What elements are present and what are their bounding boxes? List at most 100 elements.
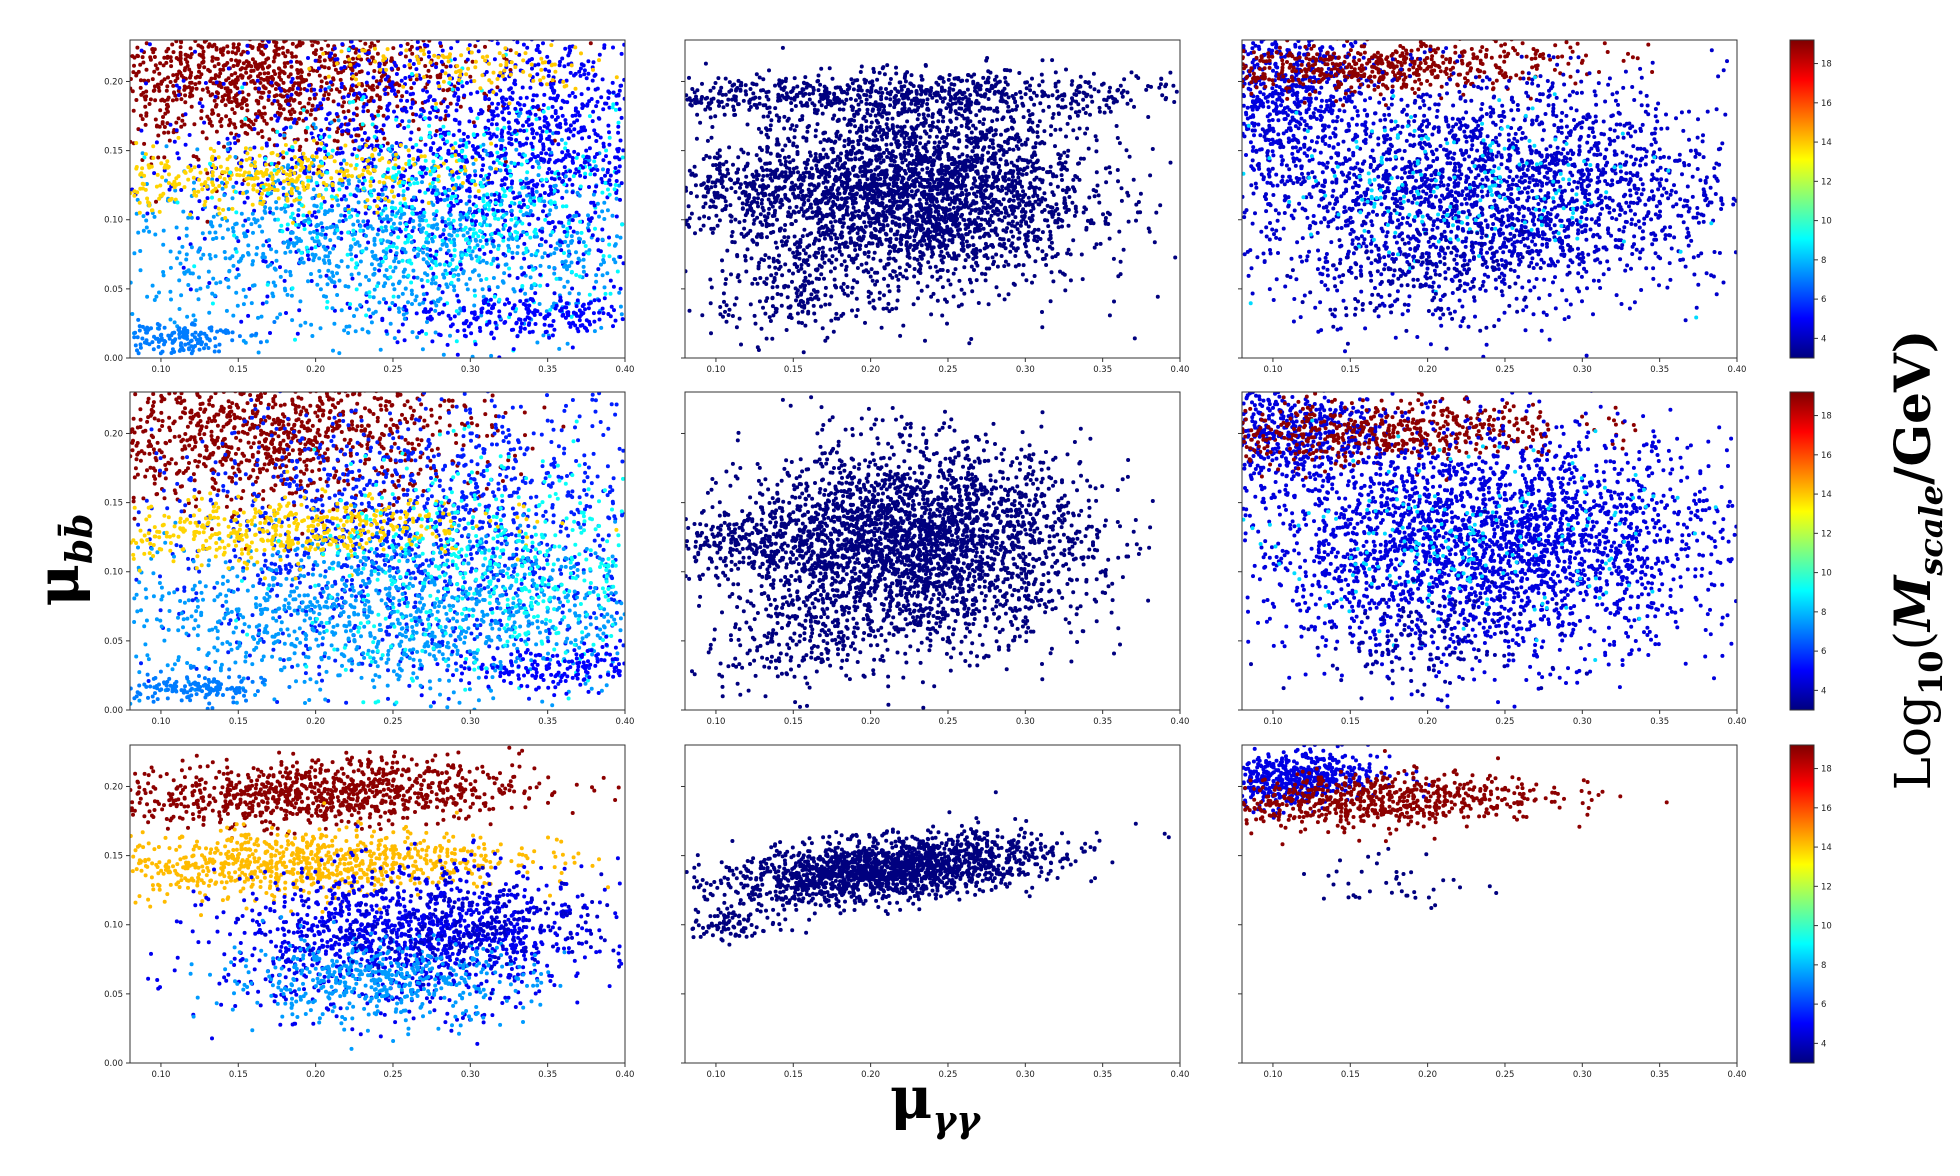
x-tick-label: 0.30 <box>1016 717 1035 727</box>
panel-points <box>130 392 625 710</box>
x-tick-label: 0.30 <box>1573 1070 1592 1080</box>
x-tick-label: 0.25 <box>1496 365 1515 375</box>
x-tick-label: 0.20 <box>306 365 325 375</box>
colorbar-row1: 4 6 8 10 12 14 16 18 <box>1789 39 1832 359</box>
colorbar-row2: 4 6 8 10 12 14 16 18 <box>1789 391 1832 711</box>
x-tick-label: 0.35 <box>1650 717 1669 727</box>
scatter-cluster <box>1242 418 1718 662</box>
y-tick-label: 0.05 <box>104 285 123 295</box>
panels-layer: 0.10 0.15 0.20 0.25 0.30 0.35 0.40 0.00 0.05 0.10… <box>104 39 1747 1080</box>
scatter-cluster <box>130 135 499 225</box>
x-tick-label: 0.15 <box>1341 365 1360 375</box>
x-tick-label: 0.10 <box>151 365 170 375</box>
colorbar-tick-label: 10 <box>1821 217 1832 227</box>
y-axis-label: μbb̄ <box>24 514 101 607</box>
x-tick-label: 0.10 <box>151 717 170 727</box>
panel-r2-c3: 0.10 0.15 0.20 0.25 0.30 0.35 0.40 <box>1238 391 1747 727</box>
colorbar-tick-label: 12 <box>1821 882 1832 892</box>
panel-r1-c2: 0.10 0.15 0.20 0.25 0.30 0.35 0.40 <box>681 39 1190 375</box>
colorbar-row3: 4 6 8 10 12 14 16 18 <box>1789 744 1832 1064</box>
x-tick-label: 0.15 <box>229 365 248 375</box>
colorbar-tick-label: 8 <box>1821 961 1826 971</box>
colorbar-tick-label: 4 <box>1821 334 1826 344</box>
y-tick-label: 0.15 <box>104 852 123 862</box>
x-tick-label: 0.25 <box>384 1070 403 1080</box>
scatter-cluster <box>411 634 625 705</box>
scatter-cluster <box>295 285 625 352</box>
x-tick-label: 0.20 <box>861 1070 880 1080</box>
x-tick-label: 0.35 <box>1093 365 1112 375</box>
scatter-cluster <box>685 61 1179 130</box>
y-tick-label: 0.20 <box>104 77 123 87</box>
x-tick-label: 0.25 <box>939 365 958 375</box>
scatter-cluster <box>1249 509 1589 703</box>
colorbar-tick-label: 4 <box>1821 1039 1826 1049</box>
panel-frame <box>684 391 1181 711</box>
x-tick-label: 0.10 <box>706 1070 725 1080</box>
colorbar-tick-label: 18 <box>1821 765 1832 775</box>
x-tick-label: 0.35 <box>1093 717 1112 727</box>
colorbar-tick-label: 16 <box>1821 804 1832 814</box>
x-tick-label: 0.40 <box>1728 717 1747 727</box>
panel-points <box>1242 745 1669 910</box>
scatter-cluster <box>685 500 938 587</box>
x-tick-label: 0.20 <box>1418 717 1437 727</box>
x-tick-label: 0.30 <box>461 717 480 727</box>
colorbar-bar <box>1789 744 1815 1064</box>
panel-frame <box>1241 391 1738 711</box>
colorbar-bar <box>1789 391 1815 711</box>
y-tick-label: 0.10 <box>104 921 123 931</box>
x-tick-label: 0.30 <box>1016 365 1035 375</box>
x-tick-label: 0.40 <box>1728 1070 1747 1080</box>
scatter-cluster <box>1242 40 1704 108</box>
x-tick-label: 0.40 <box>1171 365 1190 375</box>
x-tick-label: 0.20 <box>306 1070 325 1080</box>
colorbar-tick-label: 6 <box>1821 1000 1826 1010</box>
x-tick-label: 0.40 <box>616 717 635 727</box>
panel-points <box>685 45 1179 355</box>
x-tick-label: 0.40 <box>1171 1070 1190 1080</box>
cb-symbol: M <box>1883 574 1942 633</box>
x-tick-label: 0.30 <box>1016 1070 1035 1080</box>
colorbar-bar <box>1789 39 1815 359</box>
cb-open: ( <box>1884 631 1942 651</box>
panel-points <box>685 395 1155 710</box>
cb-unit: /GeV) <box>1883 330 1942 485</box>
scatter-cluster <box>371 40 625 296</box>
scatter-cluster <box>132 317 277 356</box>
colorbar-tick-label: 18 <box>1821 60 1832 70</box>
x-tick-label: 0.20 <box>1418 1070 1437 1080</box>
scatter-cluster <box>1242 75 1714 320</box>
scatter-cluster <box>130 664 292 710</box>
colorbar-tick-label: 14 <box>1821 138 1832 148</box>
scatter-cluster <box>685 395 1155 710</box>
x-axis-subscript: γγ <box>932 1099 982 1141</box>
x-tick-label: 0.10 <box>706 365 725 375</box>
colorbar-tick-label: 6 <box>1821 295 1826 305</box>
colorbar-tick-label: 12 <box>1821 177 1832 187</box>
colorbar-tick-label: 6 <box>1821 647 1826 657</box>
panel-frame <box>129 391 626 711</box>
colorbar-title: Log10(Mscale/GeV) <box>1883 330 1950 791</box>
x-tick-label: 0.20 <box>306 717 325 727</box>
scatter-cluster <box>234 419 625 705</box>
panel-r3-c3: 0.10 0.15 0.20 0.25 0.30 0.35 0.40 <box>1238 744 1747 1080</box>
y-tick-label: 0.00 <box>104 1059 123 1069</box>
x-tick-label: 0.40 <box>616 365 635 375</box>
y-tick-label: 0.00 <box>104 706 123 716</box>
x-tick-label: 0.40 <box>616 1070 635 1080</box>
y-tick-label: 0.05 <box>104 990 123 1000</box>
y-axis-subscript: bb̄ <box>57 514 101 564</box>
x-tick-label: 0.25 <box>939 717 958 727</box>
panel-points <box>685 790 1171 947</box>
x-tick-label: 0.25 <box>1496 1070 1515 1080</box>
colorbar-tick-label: 14 <box>1821 843 1832 853</box>
y-tick-label: 0.15 <box>104 147 123 157</box>
colorbar-tick-label: 10 <box>1821 569 1832 579</box>
x-tick-label: 0.30 <box>1573 717 1592 727</box>
x-tick-label: 0.10 <box>706 717 725 727</box>
scatter-cluster <box>685 213 901 355</box>
x-tick-label: 0.25 <box>384 365 403 375</box>
scatter-cluster <box>685 136 882 263</box>
